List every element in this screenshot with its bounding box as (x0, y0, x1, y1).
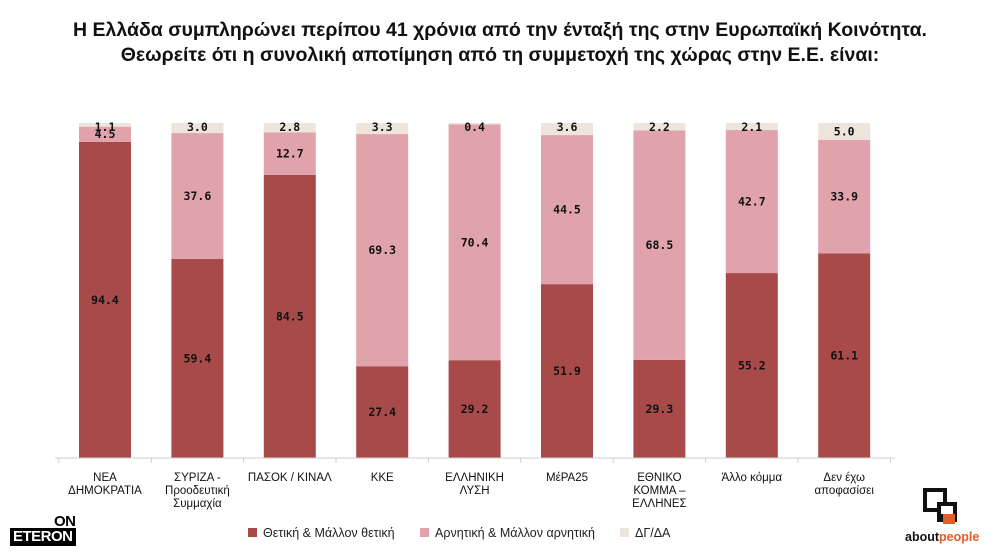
value-label-3-1: 1.1 (95, 120, 116, 134)
value-label-1-2: 59.4 (184, 352, 212, 366)
legend-label-3: ΔΓ/ΔΑ (635, 526, 671, 540)
value-label-2-1: 4.5 (95, 127, 116, 141)
bar-segment-2-4 (356, 134, 409, 367)
bar-segment-2-5 (448, 124, 501, 361)
logo-on-text: ON (54, 513, 76, 530)
category-label-5-line-1: ΕΛΛΗΝΙΚΗ (445, 472, 504, 484)
aboutpeople-wordmark: aboutpeople (905, 530, 979, 544)
bar-segment-1-6 (541, 284, 593, 458)
category-label-7-line-3: ΕΛΛΗΝΕΣ (632, 498, 686, 510)
aboutpeople-word-about: about (905, 530, 940, 544)
title-line-1: Η Ελλάδα συμπληρώνει περίπου 41 χρόνια α… (73, 19, 927, 41)
value-label-2-3: 12.7 (276, 147, 304, 161)
bar-segment-3-3 (263, 123, 316, 133)
bar-segment-1-3 (263, 174, 316, 459)
value-label-2-9: 33.9 (830, 190, 858, 204)
legend: Θετική & Μάλλον θετική Αρνητική & Μάλλον … (248, 526, 671, 540)
bar-segment-1-8 (725, 273, 778, 458)
bar-segment-2-6 (541, 135, 593, 285)
category-label-4-line-1: ΚΚΕ (371, 472, 394, 484)
value-label-3-8: 2.1 (741, 120, 762, 134)
value-label-2-5: 70.4 (461, 235, 489, 249)
bar-segment-3-9 (818, 123, 871, 140)
value-label-1-5: 29.2 (461, 402, 489, 416)
bar-segment-2-8 (725, 130, 778, 274)
value-label-2-2: 37.6 (184, 189, 212, 203)
category-label-7-line-1: ΕΘΝΙΚΟ (637, 472, 681, 484)
bar-segment-2-9 (818, 139, 871, 254)
value-label-2-8: 42.7 (738, 195, 766, 209)
value-label-2-7: 68.5 (646, 238, 674, 252)
category-label-7-line-2: ΚΟΜΜΑ – (633, 485, 686, 497)
value-label-2-6: 44.5 (553, 203, 581, 217)
legend-label-1: Θετική & Μάλλον θετική (263, 526, 395, 540)
category-label-5-line-2: ΛΥΣΗ (460, 485, 490, 497)
bar-segment-3-8 (725, 123, 778, 131)
bar-segment-2-1 (79, 126, 131, 142)
bar-segment-3-4 (356, 123, 409, 135)
category-label-3-line-1: ΠΑΣΟΚ / ΚΙΝΑΛ (248, 472, 332, 484)
bar-segment-3-5 (448, 123, 501, 125)
value-label-1-6: 51.9 (553, 364, 581, 378)
value-label-3-7: 2.2 (649, 120, 670, 134)
value-label-1-3: 84.5 (276, 309, 304, 323)
bar-segment-1-7 (633, 359, 686, 458)
bar-segment-1-1 (79, 141, 131, 458)
category-label-2-line-2: Προοδευτική (165, 485, 230, 497)
bar-segment-1-4 (356, 366, 409, 458)
value-label-3-4: 3.3 (372, 120, 393, 134)
value-label-1-9: 61.1 (830, 349, 858, 363)
legend-swatch-1 (248, 528, 257, 537)
bar-segment-1-5 (448, 360, 501, 458)
value-label-1-8: 55.2 (738, 359, 766, 373)
bars-layer (79, 123, 871, 459)
value-label-3-9: 5.0 (834, 124, 855, 138)
bar-segment-2-2 (171, 133, 224, 260)
aboutpeople-word-people: people (939, 530, 980, 544)
bar-segment-3-6 (541, 123, 593, 136)
category-label-2-line-3: Συμμαχία (173, 498, 222, 510)
value-label-3-2: 3.0 (187, 120, 208, 134)
category-label-8-line-1: Άλλο κόμμα (722, 472, 783, 484)
aboutpeople-logo-icon (923, 488, 957, 524)
category-label-1-line-1: ΝΕΑ (93, 472, 117, 484)
category-label-2-line-1: ΣΥΡΙΖΑ - (174, 472, 221, 484)
on-eteron-logo: ON ETERON (10, 513, 78, 547)
value-label-1-1: 94.4 (91, 293, 119, 307)
value-label-3-3: 2.8 (279, 120, 300, 134)
bar-segment-1-9 (818, 253, 871, 458)
bar-segment-2-3 (263, 132, 316, 175)
bar-segment-3-1 (79, 123, 131, 127)
value-label-2-4: 69.3 (368, 243, 396, 257)
value-label-1-4: 27.4 (368, 405, 396, 419)
title-line-2: Θεωρείτε ότι η συνολική αποτίμηση από τη… (120, 44, 880, 66)
category-label-9-line-2: αποφασίσει (815, 485, 875, 497)
bar-segment-3-2 (171, 123, 224, 134)
category-label-6-line-1: ΜέΡΑ25 (546, 472, 588, 484)
value-label-3-5: 0.4 (464, 120, 485, 134)
bar-segment-2-7 (633, 130, 686, 360)
aboutpeople-logo: aboutpeople (905, 488, 995, 548)
category-label-1-line-2: ΔΗΜΟΚΡΑΤΙΑ (68, 485, 142, 497)
bar-segment-3-7 (633, 123, 686, 131)
x-tick-marks (58, 458, 891, 463)
value-label-1-7: 29.3 (646, 402, 674, 416)
value-labels-layer: 94.4 4.51.1 59.4 37.6 3.0 84.5 12.7 2.8 27.4 69.3… (91, 120, 858, 419)
value-label-3-6: 3.6 (557, 120, 578, 134)
legend-swatch-2 (420, 528, 429, 537)
chart-title: Η Ελλάδα συμπληρώνει περίπου 41 χρόνια α… (0, 18, 1000, 68)
bar-segment-1-2 (171, 259, 224, 458)
legend-swatch-3 (620, 528, 629, 537)
category-label-9-line-1: Δεν έχω (823, 472, 865, 484)
logo-eteron-text: ETERON (10, 528, 76, 546)
legend-label-2: Αρνητική & Μάλλον αρνητική (435, 526, 595, 540)
